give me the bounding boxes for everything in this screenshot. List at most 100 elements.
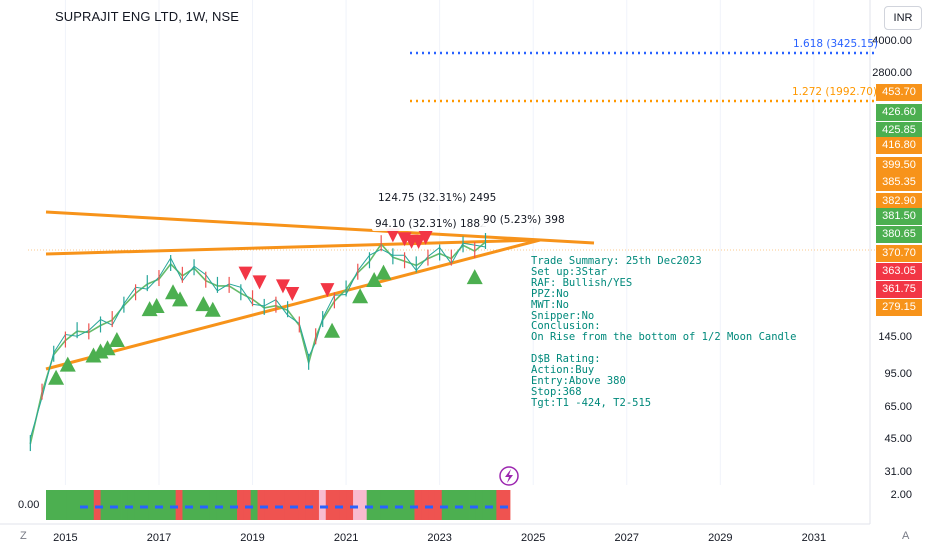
timezone-button[interactable]: Z [20, 530, 27, 542]
price-badge: 426.60 [876, 104, 922, 121]
y-tick-label: 2800.00 [872, 67, 912, 79]
histogram-bar [100, 490, 108, 520]
histogram-bar [127, 490, 136, 520]
buy-signal-marker [59, 356, 76, 372]
histogram-bar [373, 490, 381, 520]
measure-label-2: 94.10 (32.31%) 1882 [372, 217, 490, 231]
y-tick-label: 4000.00 [872, 35, 912, 47]
chart-extras [499, 466, 519, 486]
histogram-bar [162, 490, 170, 520]
histogram-bar [394, 490, 402, 520]
histogram-bar [291, 490, 299, 520]
y-tick-label: 2.00 [891, 489, 912, 501]
histogram-bar [353, 490, 361, 520]
buy-signal-marker [324, 322, 341, 338]
y-tick-label: 65.00 [884, 401, 912, 413]
histogram-bar [121, 490, 129, 520]
histogram-bar [366, 490, 374, 520]
histogram-bar [134, 490, 142, 520]
histogram-bar [216, 490, 224, 520]
histogram-bar [202, 490, 211, 520]
sell-signal-marker [320, 283, 335, 298]
buy-signal-marker [466, 269, 483, 285]
sell-signal-marker [275, 279, 290, 294]
buy-signal-marker [172, 291, 189, 307]
buy-signal-marker [148, 298, 165, 314]
measure-label-1: 124.75 (32.31%) 2495 [375, 191, 500, 205]
histogram-bar [380, 490, 388, 520]
chart-title: SUPRAJIT ENG LTD, 1W, NSE [55, 9, 240, 24]
histogram-bar [441, 490, 449, 520]
sell-signal-marker [238, 266, 253, 281]
histogram-bar [298, 490, 306, 520]
y-tick-label: 145.00 [878, 331, 912, 343]
fib-label-1272: 1.272 (1992.70) [792, 86, 878, 98]
x-tick-label: 2025 [521, 532, 545, 544]
price-badge: 381.50 [876, 208, 922, 225]
currency-selector[interactable]: INR [884, 6, 922, 30]
histogram-bar [196, 490, 204, 520]
histogram-bar [46, 490, 54, 520]
price-badge: 425.85 [876, 122, 922, 139]
trade-summary: Trade Summary: 25th Dec2023 Set up:3Star… [531, 255, 797, 409]
histogram-bar [66, 490, 74, 520]
histogram-bar [107, 490, 115, 520]
price-badge: 385.35 [876, 174, 922, 191]
histogram-bar [482, 490, 490, 520]
bolt-glyph-icon [505, 469, 513, 483]
histogram-bar [237, 490, 245, 520]
price-badge: 399.50 [876, 157, 922, 174]
buy-signal-marker [375, 264, 392, 280]
price-badge: 361.75 [876, 281, 922, 298]
histogram-bar [421, 490, 429, 520]
histogram-bar [387, 490, 395, 520]
indicator-histogram [46, 490, 511, 520]
x-tick-label: 2029 [708, 532, 732, 544]
buy-signal-marker [165, 284, 182, 300]
histogram-bar [257, 490, 265, 520]
histogram-bar [407, 490, 415, 520]
histogram-bar [428, 490, 436, 520]
histogram-bar [93, 490, 101, 520]
buy-signal-marker [99, 340, 116, 356]
x-tick-label: 2027 [615, 532, 639, 544]
histogram-bar [475, 490, 484, 520]
price-badge: 279.15 [876, 299, 922, 316]
buy-signal-marker [85, 347, 102, 363]
histogram-bar [462, 490, 470, 520]
histogram-bar [271, 490, 279, 520]
histogram-bar [359, 490, 368, 520]
histogram-bar [209, 490, 217, 520]
histogram-bar [346, 490, 354, 520]
histogram-bar [489, 490, 497, 520]
fib-extension-lines[interactable] [28, 51, 876, 251]
histogram-bar [52, 490, 61, 520]
histogram-bar [175, 490, 183, 520]
histogram-bar [400, 490, 409, 520]
histogram-bar [141, 490, 149, 520]
histogram-bar [455, 490, 463, 520]
histogram-bar [243, 490, 252, 520]
sell-signal-marker [385, 228, 400, 243]
x-tick-label: 2031 [802, 532, 826, 544]
price-badge: 363.05 [876, 263, 922, 280]
histogram-bar [278, 490, 286, 520]
buy-signal-marker [195, 296, 212, 312]
price-badge: 382.90 [876, 193, 922, 210]
price-badge: 453.70 [876, 84, 922, 101]
auto-scale-button[interactable]: A [902, 530, 910, 542]
y-tick-label: 45.00 [884, 433, 912, 445]
buy-signal-marker [108, 332, 125, 348]
x-tick-label: 2015 [53, 532, 77, 544]
histogram-bar [448, 490, 456, 520]
trend-lines[interactable] [45, 210, 595, 371]
indicator-value: 0.00 [18, 499, 40, 511]
price-badge: 380.65 [876, 226, 922, 243]
histogram-bar [469, 490, 477, 520]
y-tick-label: 31.00 [884, 466, 912, 478]
histogram-bar [339, 490, 347, 520]
histogram-bar [86, 490, 95, 520]
trend-line-mid [45, 238, 541, 256]
price-badge: 416.80 [876, 137, 922, 154]
